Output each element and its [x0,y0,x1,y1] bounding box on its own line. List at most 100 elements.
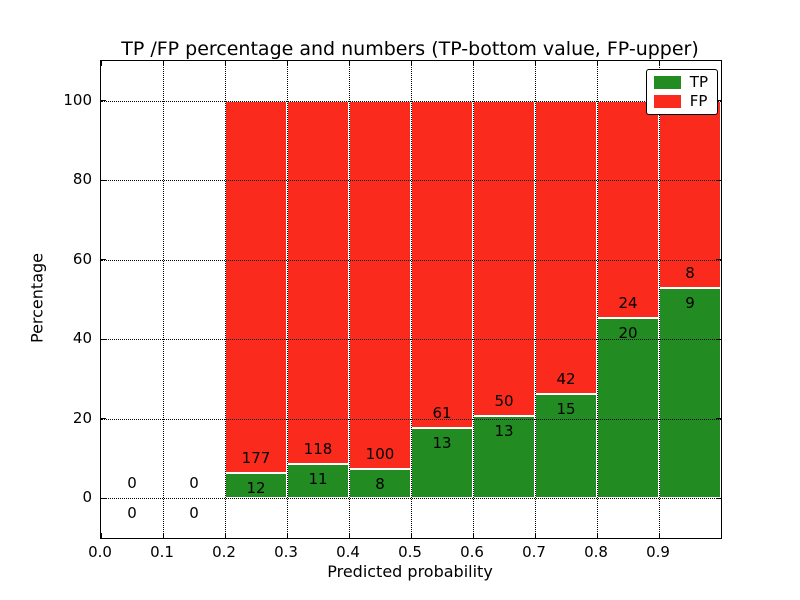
bar-segment-tp [535,393,597,499]
fp-count-label: 177 [241,449,271,467]
x-tick-label: 0.1 [150,543,174,561]
y-tick-mark-right [716,497,721,499]
legend-item-tp: TP [653,73,708,91]
y-tick-mark-right [716,259,721,261]
y-tick-mark-right [716,179,721,181]
y-tick-label: 100 [63,90,92,109]
fp-count-label: 24 [618,293,638,312]
gridline-vertical [535,61,536,538]
legend-label-fp: FP [689,92,708,110]
y-tick-label: 20 [72,408,92,427]
bar-segment-tp [473,416,535,499]
bar-segment-tp [287,464,349,499]
x-tick-label: 0.5 [398,543,422,561]
x-tick-mark-top [224,61,226,66]
fp-color-swatch [653,95,681,108]
legend: TP FP [645,69,718,115]
plot-area: 0 0 0 0 177 12 118 11 100 8 61 13 50 13 42 15 24 20 8 9 TP … [100,60,722,539]
tp-count-label: 0 [189,504,199,523]
x-tick-label: 0.6 [460,543,484,561]
tp-count-label: 11 [308,470,328,489]
gridline-horizontal [101,100,721,102]
tp-count-label: 0 [127,504,137,523]
bar-segment-fp [225,100,287,473]
y-tick-mark-left [101,497,106,499]
bar-segment-fp [411,100,473,429]
chart-title-line1: TP /FP percentage and numbers (TP-bottom… [121,38,699,60]
x-tick-label: 0.8 [584,543,608,561]
x-tick-mark-top [410,61,412,66]
x-tick-label: 0.9 [646,543,670,561]
legend-item-fp: FP [653,92,708,110]
gridline-horizontal [101,259,721,261]
x-tick-mark-top [658,61,660,66]
bar-segment-fp [535,100,597,394]
tp-count-label: 12 [246,479,266,497]
y-tick-mark-left [101,259,106,261]
bar-segment-fp [659,100,721,288]
y-tick-mark-left [101,338,106,340]
fp-count-label: 0 [189,474,199,493]
bar-segment-fp [287,100,349,465]
x-tick-label: 0.0 [88,543,112,561]
x-tick-label: 0.2 [212,543,236,561]
gridline-horizontal [101,339,721,341]
x-axis-label: Predicted probability [327,562,493,581]
x-tick-mark-bottom [286,533,288,538]
gridline-vertical [225,61,226,538]
fp-count-label: 61 [432,404,452,423]
gridline-vertical [473,61,474,538]
bar-segment-tp [597,317,659,499]
gridline-vertical [287,61,288,538]
y-tick-label: 40 [72,329,92,348]
x-tick-mark-top [596,61,598,66]
y-tick-mark-right [716,338,721,340]
gridline-vertical [163,61,164,538]
tp-count-label: 8 [375,474,385,493]
bar-segment-fp [597,100,659,318]
gridline-horizontal [101,498,721,500]
y-tick-mark-left [101,418,106,420]
tp-color-swatch [653,76,681,89]
legend-label-tp: TP [689,73,708,91]
y-tick-mark-left [101,100,106,102]
fp-count-label: 8 [685,263,695,282]
bar-segment-fp [473,100,535,417]
x-tick-mark-top [286,61,288,66]
fp-count-label: 50 [494,392,514,411]
bar-segment-tp [225,473,287,499]
y-tick-mark-right [716,100,721,102]
y-tick-mark-right [716,418,721,420]
x-tick-label: 0.3 [274,543,298,561]
tp-count-label: 20 [618,323,638,342]
y-tick-label: 80 [72,170,92,189]
y-tick-mark-left [101,179,106,181]
fp-count-label: 0 [127,474,137,493]
gridline-horizontal [101,180,721,182]
x-tick-mark-bottom [162,533,164,538]
fp-count-label: 42 [556,369,576,388]
y-tick-label: 0 [82,488,92,507]
tp-count-label: 15 [556,399,576,418]
x-tick-mark-bottom [100,533,102,538]
bar-segment-fp [349,100,411,469]
x-tick-mark-bottom [410,533,412,538]
gridline-horizontal [101,418,721,420]
x-tick-mark-bottom [348,533,350,538]
tp-count-label: 13 [432,434,452,453]
tp-count-label: 13 [494,422,514,441]
bar-segment-tp [659,287,721,499]
x-tick-mark-top [534,61,536,66]
x-tick-label: 0.7 [522,543,546,561]
fp-count-label: 100 [365,444,395,463]
gridline-vertical [411,61,412,538]
x-tick-mark-top [472,61,474,66]
x-tick-mark-bottom [472,533,474,538]
x-tick-mark-bottom [596,533,598,538]
gridline-vertical [659,61,660,538]
x-tick-mark-top [100,61,102,66]
x-tick-mark-top [348,61,350,66]
fp-count-label: 118 [303,440,333,459]
x-tick-label: 0.4 [336,543,360,561]
